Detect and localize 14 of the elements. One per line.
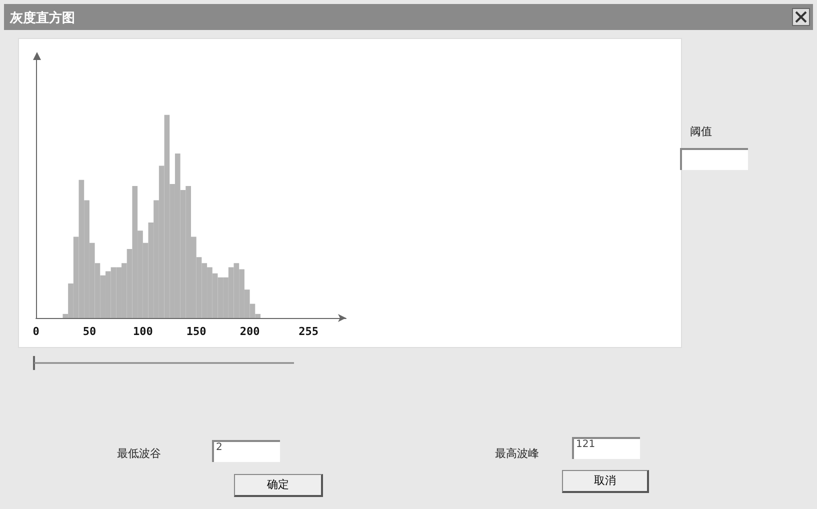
chart-title: 灰度直方图 xyxy=(10,10,75,27)
x-tick-label: 150 xyxy=(186,325,206,338)
x-tick-label: 0 xyxy=(32,325,40,338)
text: 取消 xyxy=(562,470,649,493)
text-field: 2 xyxy=(212,440,280,462)
text-field: 121 xyxy=(572,437,640,459)
x-tick-label: 100 xyxy=(132,325,153,338)
x-tick-label: 200 xyxy=(240,325,260,338)
text: 阈值 xyxy=(690,124,712,139)
text: 最低波谷 xyxy=(117,446,161,461)
text: 确定 xyxy=(234,474,323,497)
x-tick-label: 255 xyxy=(298,325,319,338)
text: 最高波峰 xyxy=(495,446,539,461)
x-tick-label: 50 xyxy=(82,325,96,338)
